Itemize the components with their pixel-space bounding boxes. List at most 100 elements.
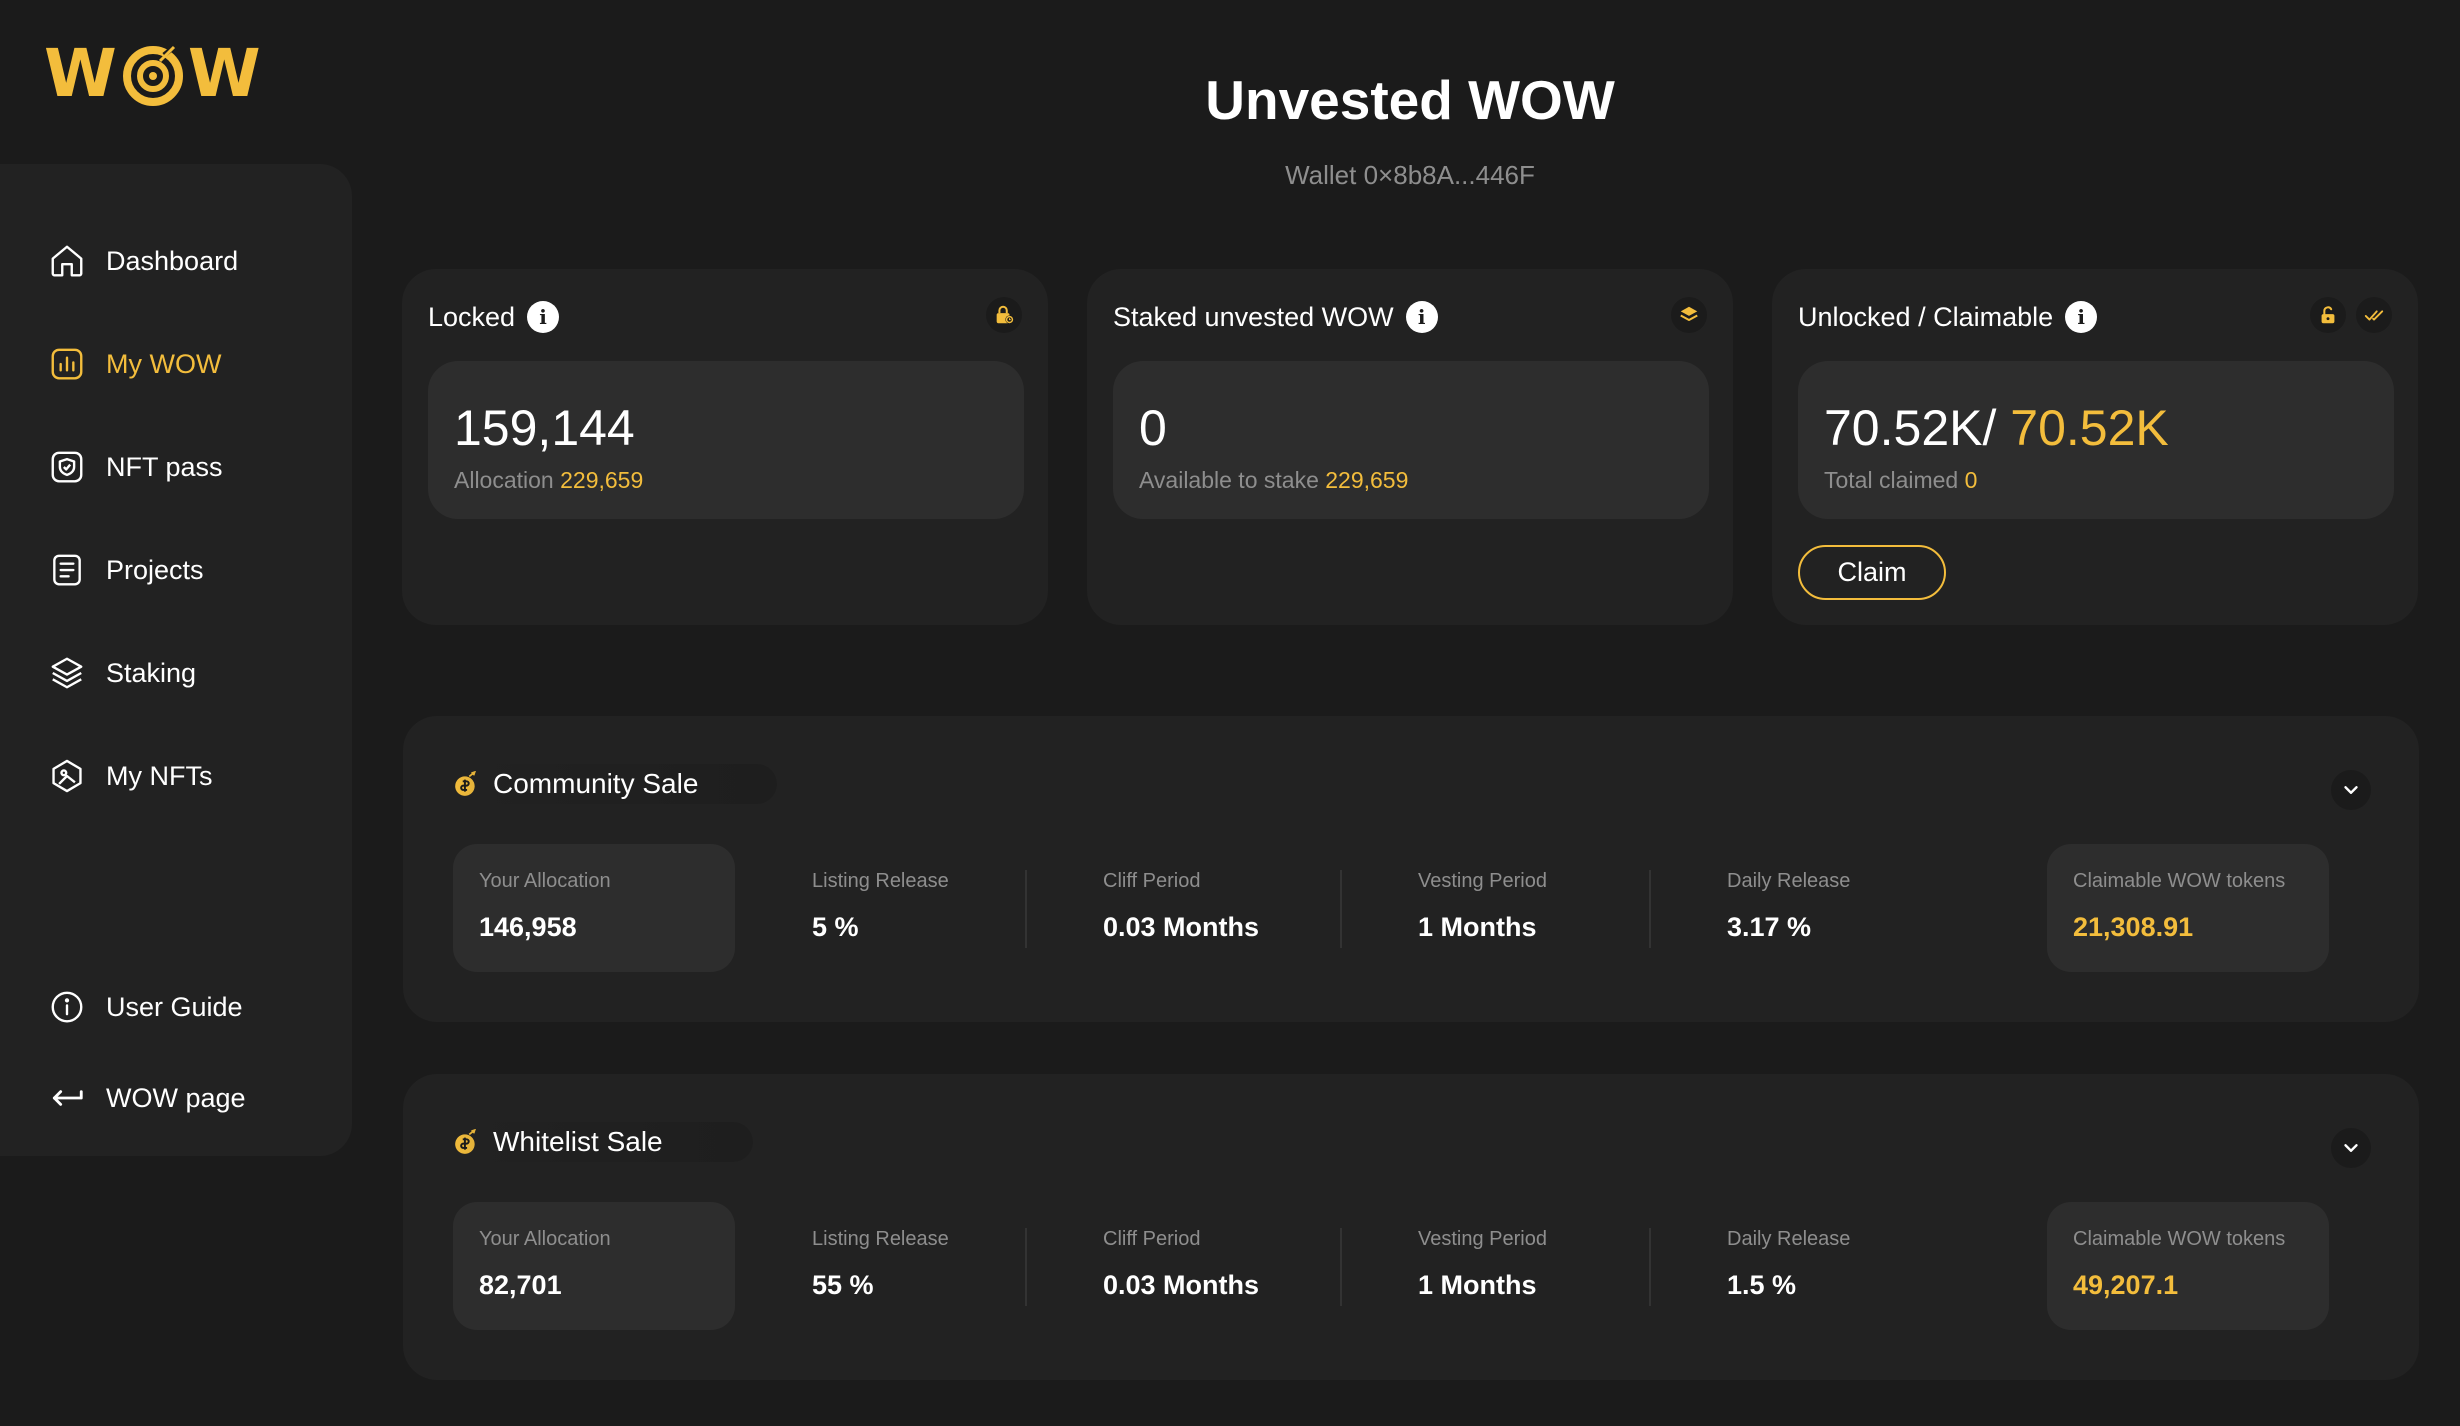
sidebar-item-label: Projects <box>106 554 204 585</box>
sale-title: Whitelist Sale <box>493 1126 663 1157</box>
total-claimed-label: Total claimed <box>1824 467 1959 493</box>
layers-icon <box>1671 297 1707 333</box>
locked-amount: 159,144 <box>454 400 635 456</box>
allocation-line: Allocation 229,659 <box>454 467 643 494</box>
sidebar-item-projects[interactable]: Projects <box>48 547 204 593</box>
your-allocation-value: 146,958 <box>479 912 577 942</box>
listing-release-value: 5 % <box>812 912 859 942</box>
wallet-address: Wallet 0×8b8A...446F <box>1285 160 1535 190</box>
sidebar-item-my-wow[interactable]: My WOW <box>48 341 221 387</box>
daily-release-value: 3.17 % <box>1727 912 1812 942</box>
sidebar-item-nft-pass[interactable]: NFT pass <box>48 444 223 490</box>
claimable-tokens-box: Claimable WOW tokens 21,308.91 <box>2047 844 2329 972</box>
divider <box>1340 1228 1342 1306</box>
sale-header[interactable]: Whitelist Sale <box>453 1122 753 1162</box>
sidebar-item-my-nfts[interactable]: My NFTs <box>48 753 212 799</box>
sidebar-item-label: Staking <box>106 657 197 688</box>
divider <box>1340 870 1342 948</box>
allocation-label: Allocation <box>454 467 554 493</box>
divider <box>1025 870 1027 948</box>
expand-button[interactable] <box>2331 1128 2371 1168</box>
vesting-period-label: Vesting Period <box>1418 1228 1547 1250</box>
your-allocation-value: 82,701 <box>479 1270 562 1300</box>
info-icon[interactable]: i <box>2065 301 2098 333</box>
vesting-period-label: Vesting Period <box>1418 870 1547 892</box>
logo-letter-w-left: W <box>44 35 118 112</box>
info-icon[interactable]: i <box>1405 301 1438 333</box>
sale-title: Community Sale <box>493 768 699 799</box>
staked-amount: 0 <box>1139 400 1167 456</box>
claimable-tokens-box: Claimable WOW tokens 49,207.1 <box>2047 1202 2329 1330</box>
sidebar-item-label: User Guide <box>106 991 243 1022</box>
lock-icon <box>986 297 1022 333</box>
locked-value-box: 159,144 Allocation 229,659 <box>428 361 1024 519</box>
unlock-icon <box>2310 297 2346 333</box>
divider <box>1649 1228 1651 1306</box>
unlocked-amount: 70.52K/ 70.52K <box>1824 399 2169 457</box>
vesting-period-value: 1 Months <box>1418 1270 1537 1300</box>
card-title: Staked unvested WOW <box>1113 301 1394 332</box>
chevron-down-icon <box>2344 1144 2358 1152</box>
daily-release-label: Daily Release <box>1727 870 1851 892</box>
divider <box>1649 870 1651 948</box>
total-claimed-line: Total claimed 0 <box>1824 467 1977 494</box>
cliff-period-label: Cliff Period <box>1103 1228 1201 1250</box>
daily-release-value: 1.5 % <box>1727 1270 1797 1300</box>
your-allocation-box: Your Allocation 146,958 <box>453 844 735 972</box>
locked-card: Locked i 159,144 Allocation 229,659 <box>402 269 1048 625</box>
expand-button[interactable] <box>2331 770 2371 810</box>
daily-release-label: Daily Release <box>1727 1228 1851 1250</box>
sidebar-item-label: My WOW <box>106 348 222 379</box>
claimable-tokens-label: Claimable WOW tokens <box>2073 1228 2286 1250</box>
available-to-stake-line: Available to stake 229,659 <box>1139 467 1408 494</box>
sidebar: Dashboard My WOW NFT pass Projects Staki… <box>0 164 352 1156</box>
cliff-period-value: 0.03 Months <box>1103 1270 1260 1300</box>
your-allocation-box: Your Allocation 82,701 <box>453 1202 735 1330</box>
listing-release-label: Listing Release <box>812 1228 949 1250</box>
page-title: Unvested WOW <box>1205 69 1615 131</box>
listing-release-value: 55 % <box>812 1270 874 1300</box>
staked-card: Staked unvested WOW i 0 Available to sta… <box>1087 269 1733 625</box>
available-to-stake-value: 229,659 <box>1325 467 1409 493</box>
claimable-tokens-label: Claimable WOW tokens <box>2073 870 2286 892</box>
target-logo-icon <box>122 43 183 106</box>
unlocked-card-header: Unlocked / Claimable i <box>1798 297 2098 337</box>
vesting-period-value: 1 Months <box>1418 912 1537 942</box>
sidebar-item-staking[interactable]: Staking <box>48 650 196 696</box>
layers-icon <box>51 657 83 689</box>
listing-release-label: Listing Release <box>812 870 949 892</box>
unlocked-value-box: 70.52K/ 70.52K Total claimed 0 <box>1798 361 2394 519</box>
claimable-tokens-value: 49,207.1 <box>2073 1270 2179 1300</box>
your-allocation-label: Your Allocation <box>479 1228 611 1250</box>
cliff-period-value: 0.03 Months <box>1103 912 1260 942</box>
locked-card-header: Locked i <box>428 297 560 337</box>
your-allocation-label: Your Allocation <box>479 870 611 892</box>
claimable-value: 70.52K <box>2010 400 2169 456</box>
sidebar-item-dashboard[interactable]: Dashboard <box>48 238 238 284</box>
staked-card-header: Staked unvested WOW i <box>1113 297 1438 337</box>
unlocked-value: 70.52K/ <box>1824 400 1997 456</box>
chevron-down-icon <box>2344 786 2358 794</box>
info-icon[interactable]: i <box>527 301 560 333</box>
logo-letter-w-right: W <box>187 35 262 112</box>
bar-chart-icon <box>51 348 83 380</box>
claimable-tokens-value: 21,308.91 <box>2073 912 2194 942</box>
wow-logo[interactable]: W W <box>44 40 262 108</box>
staked-value-box: 0 Available to stake 229,659 <box>1113 361 1709 519</box>
card-title: Unlocked / Claimable <box>1798 301 2054 332</box>
sidebar-item-user-guide[interactable]: User Guide <box>48 984 243 1030</box>
arrow-back-icon <box>52 1090 83 1106</box>
document-icon <box>53 554 81 586</box>
home-icon <box>51 245 83 277</box>
sale-header[interactable]: Community Sale <box>453 764 777 804</box>
sidebar-item-label: Dashboard <box>106 245 239 276</box>
sidebar-item-wow-page[interactable]: WOW page <box>48 1075 246 1121</box>
available-to-stake-label: Available to stake <box>1139 467 1319 493</box>
total-claimed-value: 0 <box>1964 467 1978 493</box>
nft-hexagon-icon <box>52 759 82 793</box>
sidebar-item-label: WOW page <box>106 1082 246 1113</box>
sidebar-item-label: My NFTs <box>106 760 213 791</box>
allocation-value: 229,659 <box>560 467 644 493</box>
claim-button[interactable]: Claim <box>1798 545 1946 600</box>
unlocked-card: Unlocked / Claimable i 70.52K/ 70.52K To… <box>1772 269 2418 625</box>
